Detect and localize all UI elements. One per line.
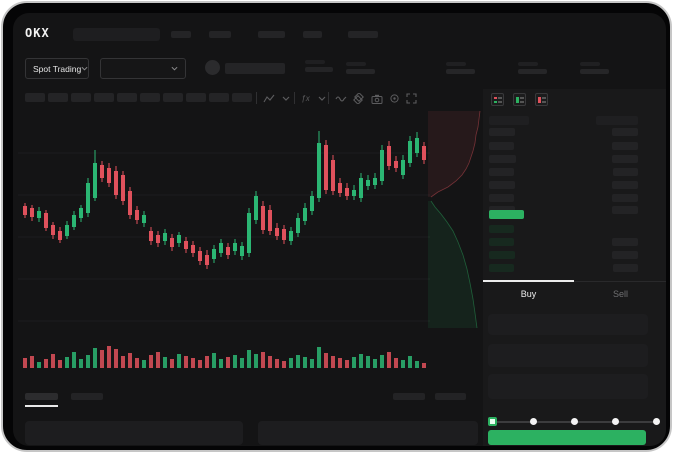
bid-price-placeholder[interactable] [489, 251, 515, 259]
chevron-down-icon[interactable] [279, 92, 292, 105]
camera-icon[interactable] [370, 92, 383, 105]
candle-style-icon[interactable] [262, 92, 275, 105]
indicators-icon[interactable]: ƒx [301, 94, 310, 103]
stat-value-placeholder [346, 69, 375, 74]
nav-item-placeholder[interactable] [209, 31, 231, 38]
ask-price-placeholder[interactable] [489, 181, 515, 189]
compare-icon[interactable] [352, 92, 365, 105]
bottom-box-placeholder [258, 421, 478, 445]
ask-price-placeholder[interactable] [489, 142, 514, 150]
coin-icon [205, 60, 220, 75]
toolbar-divider [294, 92, 295, 104]
stat-label-placeholder [346, 62, 366, 66]
bottom-tab-placeholder[interactable] [25, 393, 58, 400]
nav-item-placeholder[interactable] [171, 31, 191, 38]
timeframe-button-placeholder[interactable] [48, 93, 68, 102]
book-bids-view-icon[interactable] [513, 93, 526, 106]
book-combined-view-icon[interactable] [491, 93, 504, 106]
toolbar-divider [328, 92, 329, 104]
order-form-input[interactable] [488, 344, 648, 367]
nav-item-placeholder[interactable] [258, 31, 285, 38]
tab-sell[interactable]: Sell [612, 289, 628, 299]
nav-item-placeholder[interactable] [348, 31, 378, 38]
stat-value-placeholder [580, 69, 609, 74]
active-tab-indicator [483, 280, 574, 282]
ask-amount-placeholder[interactable] [612, 181, 638, 189]
chevron-down-icon[interactable] [315, 92, 328, 105]
toolbar-divider [256, 92, 257, 104]
last-price-badge[interactable] [489, 210, 524, 219]
ask-amount-placeholder[interactable] [612, 206, 638, 214]
timeframe-button-placeholder[interactable] [232, 93, 252, 102]
bid-amount-placeholder[interactable] [612, 251, 638, 259]
timeframe-button-placeholder[interactable] [25, 93, 45, 102]
stat-value-placeholder [446, 69, 475, 74]
bottom-active-tab-underline [25, 405, 58, 407]
slider-stop[interactable] [612, 418, 619, 425]
ask-amount-placeholder[interactable] [613, 168, 638, 176]
order-form-input[interactable] [488, 314, 648, 335]
timeframe-button-placeholder[interactable] [140, 93, 160, 102]
market-type-label: Spot Trading [33, 63, 82, 74]
line-style-icon[interactable] [334, 92, 347, 105]
order-book-panel: Buy Sell [483, 89, 666, 446]
timeframe-button-placeholder[interactable] [71, 93, 91, 102]
bid-amount-placeholder[interactable] [612, 238, 638, 246]
settings-icon[interactable] [388, 92, 401, 105]
price-label-placeholder [305, 60, 325, 64]
stat-label-placeholder [518, 62, 538, 66]
stat-value-placeholder [518, 69, 547, 74]
amount-slider[interactable] [488, 417, 660, 426]
slider-stop[interactable] [653, 418, 660, 425]
ask-amount-placeholder[interactable] [612, 142, 638, 150]
ask-price-placeholder[interactable] [489, 128, 515, 136]
order-form-input[interactable] [488, 374, 648, 399]
tab-divider [483, 281, 666, 282]
book-asks-view-icon[interactable] [535, 93, 548, 106]
ask-amount-placeholder[interactable] [612, 194, 638, 202]
ask-price-placeholder[interactable] [489, 194, 514, 202]
ask-price-placeholder[interactable] [489, 168, 514, 176]
amount-column-header-placeholder [596, 116, 638, 125]
bottom-button-placeholder[interactable] [393, 393, 425, 400]
stat-label-placeholder [446, 62, 466, 66]
nav-item-placeholder[interactable] [303, 31, 322, 38]
price-value-placeholder [305, 67, 333, 72]
candlestick-chart[interactable] [18, 111, 430, 373]
bottom-tab-placeholder[interactable] [71, 393, 103, 400]
timeframe-button-placeholder[interactable] [94, 93, 114, 102]
market-type-select[interactable]: Spot Trading [25, 58, 89, 79]
trading-pair-select[interactable] [100, 58, 186, 79]
search-input[interactable] [73, 28, 160, 41]
stat-label-placeholder [580, 62, 600, 66]
okx-logo: OKX [25, 26, 50, 40]
bottom-box-placeholder [25, 421, 243, 445]
pair-name-placeholder [225, 63, 285, 74]
fullscreen-icon[interactable] [405, 92, 418, 105]
bottom-button-placeholder[interactable] [435, 393, 466, 400]
slider-stop[interactable] [571, 418, 578, 425]
timeframe-button-placeholder[interactable] [117, 93, 137, 102]
timeframe-button-placeholder[interactable] [209, 93, 229, 102]
depth-chart[interactable] [428, 111, 483, 328]
price-column-header-placeholder [489, 116, 529, 125]
chevron-down-icon [171, 66, 178, 71]
bid-price-placeholder[interactable] [489, 264, 514, 272]
bid-price-placeholder[interactable] [489, 238, 514, 246]
slider-stop[interactable] [530, 418, 537, 425]
chevron-down-icon [81, 66, 88, 71]
trading-app-window: OKX Spot Trading ƒx [13, 13, 666, 446]
tab-buy[interactable]: Buy [520, 289, 537, 299]
ask-amount-placeholder[interactable] [612, 155, 638, 163]
bid-amount-placeholder[interactable] [613, 264, 638, 272]
ask-amount-placeholder[interactable] [612, 128, 638, 136]
timeframe-button-placeholder[interactable] [163, 93, 183, 102]
buy-submit-button[interactable] [488, 430, 646, 445]
bid-price-placeholder[interactable] [489, 225, 514, 233]
slider-handle[interactable] [488, 417, 497, 426]
timeframe-button-placeholder[interactable] [186, 93, 206, 102]
ask-price-placeholder[interactable] [489, 155, 516, 163]
